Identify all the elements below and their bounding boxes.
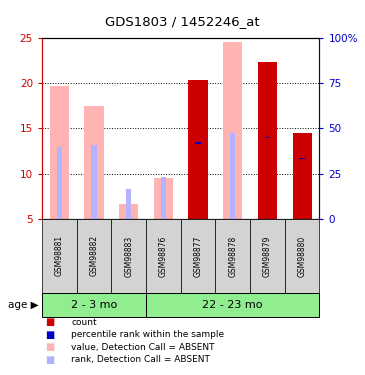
Text: GSM98878: GSM98878: [228, 236, 237, 277]
Bar: [195, 142, 201, 144]
Bar: [181, 219, 215, 292]
Bar: [42, 292, 146, 317]
Bar: [146, 292, 319, 317]
Text: ■: ■: [46, 318, 55, 327]
Bar: [77, 219, 111, 292]
Text: GSM98876: GSM98876: [159, 235, 168, 277]
Text: GSM98880: GSM98880: [297, 236, 307, 277]
Bar: [265, 136, 270, 138]
Text: GDS1803 / 1452246_at: GDS1803 / 1452246_at: [105, 15, 260, 28]
Text: GSM98877: GSM98877: [193, 235, 203, 277]
Text: GSM98883: GSM98883: [124, 236, 133, 277]
Bar: [50, 86, 69, 219]
Text: GSM98881: GSM98881: [55, 236, 64, 276]
Bar: [215, 219, 250, 292]
Text: count: count: [71, 318, 97, 327]
Text: value, Detection Call = ABSENT: value, Detection Call = ABSENT: [71, 343, 215, 352]
Text: GSM98879: GSM98879: [263, 235, 272, 277]
Bar: [42, 219, 77, 292]
Text: ■: ■: [46, 355, 55, 364]
Text: 2 - 3 mo: 2 - 3 mo: [71, 300, 117, 310]
Bar: [154, 178, 173, 219]
Bar: [91, 145, 97, 219]
Text: age ▶: age ▶: [8, 300, 38, 310]
Bar: [57, 147, 62, 219]
Text: GSM98882: GSM98882: [89, 236, 99, 276]
Bar: [250, 219, 285, 292]
Bar: [230, 133, 235, 219]
Bar: [285, 219, 319, 292]
Bar: [84, 106, 104, 219]
Bar: [188, 80, 208, 219]
Bar: [292, 133, 312, 219]
Text: rank, Detection Call = ABSENT: rank, Detection Call = ABSENT: [71, 355, 210, 364]
Text: ■: ■: [46, 330, 55, 340]
Bar: [126, 189, 131, 219]
Text: 22 - 23 mo: 22 - 23 mo: [203, 300, 263, 310]
Text: percentile rank within the sample: percentile rank within the sample: [71, 330, 224, 339]
Bar: [299, 158, 305, 159]
Bar: [223, 42, 242, 219]
Bar: [161, 177, 166, 219]
Bar: [146, 219, 181, 292]
Text: ■: ■: [46, 342, 55, 352]
Bar: [258, 62, 277, 219]
Bar: [119, 204, 138, 219]
Bar: [111, 219, 146, 292]
